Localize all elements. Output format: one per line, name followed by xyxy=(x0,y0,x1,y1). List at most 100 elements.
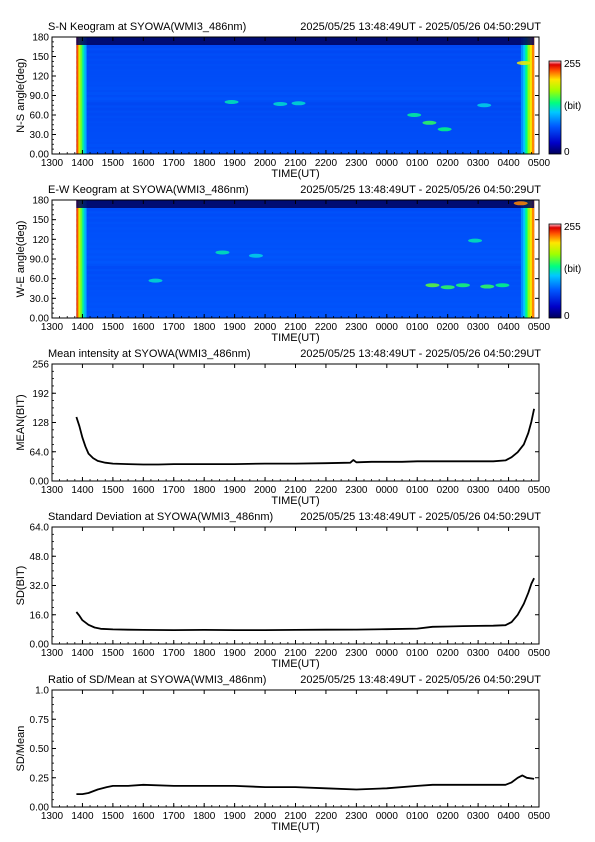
x-tick-label: 2200 xyxy=(315,322,338,333)
x-tick-label: 1300 xyxy=(41,648,64,659)
y-tick-label: 64.0 xyxy=(30,523,50,534)
keogram-band xyxy=(76,50,535,54)
chart-period: 2025/05/25 13:48:49UT - 2025/05/26 04:50… xyxy=(300,184,541,196)
keogram-edge-dawn xyxy=(525,37,528,154)
x-tick-label: 2300 xyxy=(345,811,368,822)
x-tick-label: 1500 xyxy=(102,158,125,169)
keogram-band xyxy=(76,255,535,259)
keogram-edge-dusk xyxy=(84,37,87,154)
x-axis-label: TIME(UT) xyxy=(271,658,319,670)
x-tick-label: 1700 xyxy=(163,158,186,169)
x-tick-label: 0200 xyxy=(437,648,460,659)
keogram-edge-dusk xyxy=(76,200,79,318)
keogram-band xyxy=(76,133,535,137)
x-tick-label: 0400 xyxy=(497,811,520,822)
x-tick-label: 1300 xyxy=(41,322,64,333)
x-tick-label: 0500 xyxy=(528,322,551,333)
keogram-band xyxy=(76,76,535,80)
keogram-edge-dusk xyxy=(82,37,85,154)
y-tick-label: 0.00 xyxy=(30,314,50,325)
x-tick-label: 2000 xyxy=(254,158,277,169)
x-axis-label: TIME(UT) xyxy=(271,332,319,344)
y-tick-label: 32.0 xyxy=(30,581,50,592)
x-tick-label: 1800 xyxy=(193,322,216,333)
x-tick-label: 2100 xyxy=(284,322,307,333)
colorbar-max-label: 255 xyxy=(564,59,581,70)
x-tick-label: 0200 xyxy=(437,158,460,169)
x-tick-label: 0000 xyxy=(376,485,399,496)
keogram-edge-dawn xyxy=(523,37,526,154)
keogram-band xyxy=(76,302,535,306)
x-tick-label: 0300 xyxy=(467,322,490,333)
keogram-band xyxy=(76,266,535,270)
y-tick-label: 60.0 xyxy=(30,274,50,285)
keogram-band xyxy=(76,71,535,75)
x-tick-label: 2100 xyxy=(284,485,307,496)
y-tick-label: 128 xyxy=(32,418,49,429)
x-tick-label: 1700 xyxy=(163,811,186,822)
keogram-feature xyxy=(495,283,510,288)
x-tick-label: 2200 xyxy=(315,811,338,822)
keogram-band xyxy=(76,229,535,233)
keogram-band xyxy=(76,276,535,280)
x-tick-label: 1500 xyxy=(102,811,125,822)
keogram-edge-dusk xyxy=(84,200,87,318)
x-tick-label: 1400 xyxy=(71,485,94,496)
x-tick-label: 0000 xyxy=(376,648,399,659)
x-tick-label: 0500 xyxy=(528,811,551,822)
x-tick-label: 0400 xyxy=(497,158,520,169)
y-axis-label: W-E angle(deg) xyxy=(15,221,27,298)
keogram-feature xyxy=(407,113,422,117)
keogram-edge-dawn xyxy=(531,37,535,154)
keogram-band xyxy=(76,149,535,153)
x-tick-label: 1300 xyxy=(41,485,64,496)
x-tick-label: 1300 xyxy=(41,158,64,169)
colorbar-min-label: 0 xyxy=(564,311,570,322)
x-tick-label: 1500 xyxy=(102,322,125,333)
keogram-band xyxy=(76,118,535,122)
keogram-band xyxy=(76,239,535,243)
keogram-band xyxy=(76,60,535,64)
chart-period: 2025/05/25 13:48:49UT - 2025/05/26 04:50… xyxy=(300,348,541,360)
x-tick-label: 0500 xyxy=(528,648,551,659)
chart-period: 2025/05/25 13:48:49UT - 2025/05/26 04:50… xyxy=(300,21,541,33)
keogram-band xyxy=(76,102,535,106)
x-tick-label: 1500 xyxy=(102,485,125,496)
keogram-feature xyxy=(477,103,492,108)
keogram-edge-dawn xyxy=(529,37,533,154)
x-tick-label: 2000 xyxy=(254,485,277,496)
colorbar xyxy=(548,223,562,319)
keogram-edge-dawn xyxy=(531,200,535,318)
x-tick-label: 1900 xyxy=(224,811,247,822)
data-series-line xyxy=(76,774,535,795)
keogram-edge-dawn xyxy=(520,200,524,318)
keogram-top-band xyxy=(76,37,535,45)
chart-period: 2025/05/25 13:48:49UT - 2025/05/26 04:50… xyxy=(300,674,541,686)
keogram-band xyxy=(76,138,535,142)
x-tick-label: 2300 xyxy=(345,648,368,659)
y-tick-label: 90.0 xyxy=(30,91,50,102)
y-tick-label: 60.0 xyxy=(30,111,50,122)
keogram-feature xyxy=(516,61,531,65)
keogram-band xyxy=(76,250,535,254)
x-tick-label: 0000 xyxy=(376,158,399,169)
colorbar-unit-label: (bit) xyxy=(564,101,581,112)
keogram-band xyxy=(76,271,535,275)
chart-title: Standard Deviation at SYOWA(WMI3_486nm) xyxy=(48,511,273,523)
keogram-band xyxy=(76,313,535,317)
keogram-band xyxy=(76,45,535,49)
colorbar xyxy=(548,60,562,155)
keogram-band xyxy=(76,307,535,311)
y-axis-label: N-S angle(deg) xyxy=(15,58,27,133)
y-axis-label: SD(BIT) xyxy=(15,566,27,606)
x-tick-label: 2200 xyxy=(315,158,338,169)
x-axis-label: TIME(UT) xyxy=(271,821,319,833)
x-tick-label: 1600 xyxy=(132,485,155,496)
keogram-band xyxy=(76,112,535,116)
keogram-band xyxy=(76,86,535,90)
x-tick-label: 0400 xyxy=(497,648,520,659)
keogram-edge-dawn xyxy=(523,200,526,318)
x-axis-label: TIME(UT) xyxy=(271,168,319,180)
x-tick-label: 1300 xyxy=(41,811,64,822)
